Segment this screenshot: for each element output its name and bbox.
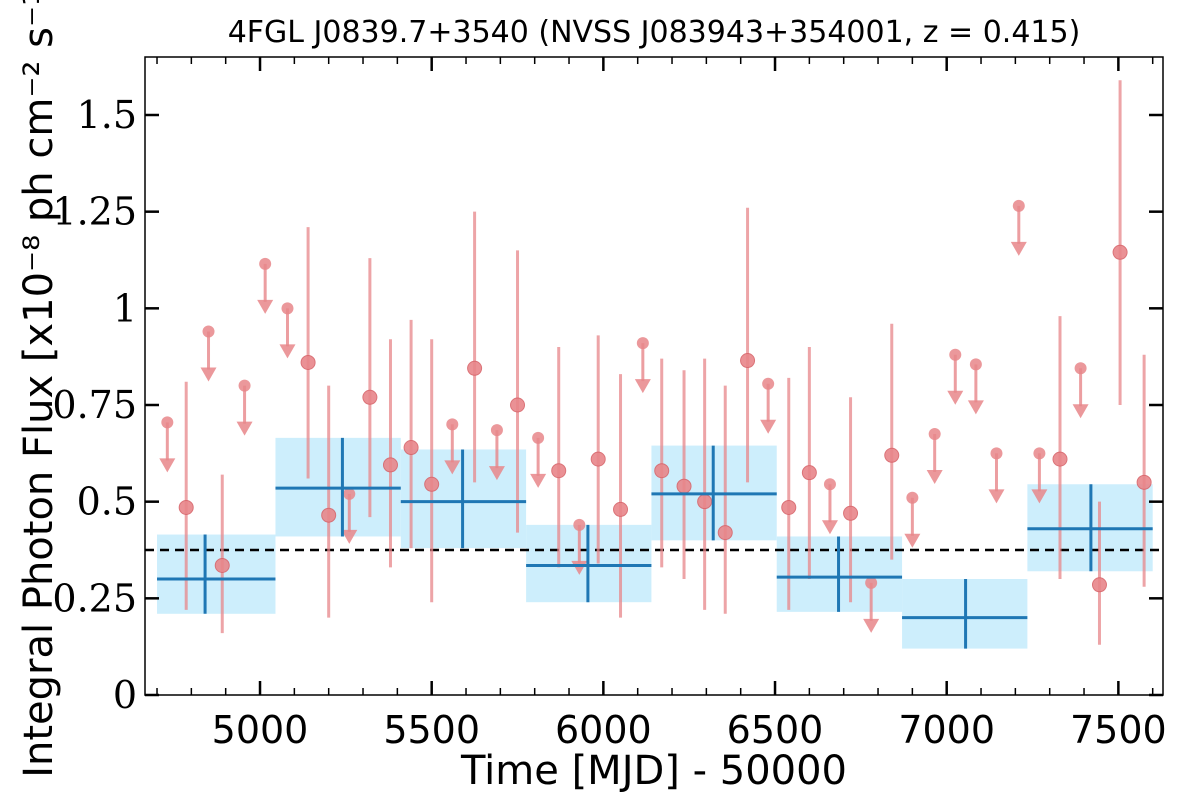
upper-limit-marker <box>161 416 174 429</box>
short-bin-point <box>321 507 337 523</box>
short-bin-point <box>801 465 817 481</box>
axis-ticks: 5000 5500 6000 6500 7000 7500 0 0.25 0.5 0.75 1 1.2… <box>52 57 1167 752</box>
upper-limit-marker <box>281 302 294 315</box>
upper-limit-arrow <box>904 533 921 548</box>
short-bin-point <box>1091 577 1107 593</box>
short-bin-point <box>717 525 733 541</box>
short-bin-point <box>214 557 230 573</box>
upper-limit-marker <box>532 431 545 444</box>
upper-limit-arrow <box>988 489 1005 504</box>
short-bin-series <box>178 80 1152 645</box>
upper-limit-arrow <box>1072 404 1089 419</box>
short-bin-point <box>740 353 756 369</box>
short-bin-point <box>300 354 316 370</box>
short-bin-point <box>843 505 859 521</box>
long-bin-series <box>157 437 1153 649</box>
upper-limit-marker <box>969 358 982 371</box>
upper-limit-arrow <box>488 466 505 481</box>
short-bin-point <box>551 463 567 479</box>
y-tick-label: 1.25 <box>52 190 137 234</box>
short-bin-point <box>178 499 194 515</box>
short-bin-point <box>884 447 900 463</box>
y-tick-label: 0.25 <box>52 576 137 620</box>
short-bin-point <box>613 501 629 517</box>
upper-limit-marker <box>949 348 962 361</box>
short-bin-point <box>1136 474 1152 490</box>
upper-limit-arrow <box>947 390 964 405</box>
y-tick-label: 1.5 <box>77 93 137 137</box>
upper-limit-series <box>159 199 1089 633</box>
upper-limit-arrow <box>236 421 253 436</box>
upper-limit-marker <box>865 576 878 589</box>
upper-limit-arrow <box>341 529 358 544</box>
upper-limit-marker <box>1012 199 1025 212</box>
short-bin-point <box>510 397 526 413</box>
upper-limit-marker <box>446 418 459 431</box>
long-bin-band <box>157 534 276 614</box>
upper-limit-marker <box>1033 447 1046 460</box>
upper-limit-marker <box>238 379 251 392</box>
upper-limit-marker <box>343 487 356 500</box>
x-tick-label: 6500 <box>727 708 824 752</box>
upper-limit-marker <box>823 478 836 491</box>
x-tick-label: 7500 <box>1070 708 1167 752</box>
x-tick-label: 5500 <box>383 708 480 752</box>
upper-limit-marker <box>573 518 586 531</box>
y-axis-title: Integral Photon Flux [x10⁻⁸ ph cm⁻² s⁻¹] <box>16 0 62 778</box>
upper-limit-marker <box>928 428 941 440</box>
short-bin-point <box>781 499 797 515</box>
short-bin-point <box>467 360 483 376</box>
short-bin-point <box>697 494 713 510</box>
short-bin-point <box>1052 451 1068 467</box>
upper-limit-arrow <box>926 470 943 484</box>
upper-limit-marker <box>762 377 775 390</box>
y-tick-label: 1 <box>113 286 137 330</box>
short-bin-point <box>362 389 378 405</box>
x-tick-label: 6000 <box>555 708 652 752</box>
upper-limit-marker <box>490 424 503 437</box>
short-bin-point <box>676 478 692 494</box>
short-bin-point <box>1112 244 1128 260</box>
upper-limit-arrow <box>634 379 651 394</box>
y-tick-label: 0.5 <box>77 480 137 524</box>
upper-limit-arrow <box>444 460 461 475</box>
x-tick-label: 7000 <box>898 708 995 752</box>
upper-limit-marker <box>202 325 215 338</box>
upper-limit-arrow <box>159 458 176 473</box>
upper-limit-marker <box>906 491 919 504</box>
upper-limit-arrow <box>530 473 547 488</box>
short-bin-point <box>424 476 440 492</box>
upper-limit-arrow <box>821 520 838 535</box>
x-tick-label: 5000 <box>212 708 309 752</box>
x-axis-title: Time [MJD] - 50000 <box>460 748 847 794</box>
upper-limit-arrow <box>967 400 984 415</box>
short-bin-point <box>403 440 419 456</box>
upper-limit-marker <box>1074 362 1087 375</box>
plot-frame <box>144 56 1164 696</box>
upper-limit-arrow <box>257 299 274 314</box>
upper-limit-arrow <box>279 344 296 359</box>
y-tick-label: 0.75 <box>52 383 137 427</box>
upper-limit-arrow <box>760 419 777 434</box>
upper-limit-marker <box>259 257 272 270</box>
upper-limit-arrow <box>1031 489 1048 504</box>
y-tick-label: 0 <box>113 673 137 717</box>
upper-limit-marker <box>636 337 649 350</box>
short-bin-point <box>590 451 606 467</box>
upper-limit-arrow <box>1010 241 1027 256</box>
upper-limit-arrow <box>863 618 880 633</box>
upper-limit-arrow <box>200 367 217 382</box>
short-bin-point <box>382 457 398 473</box>
chart-title: 4FGL J0839.7+3540 (NVSS J083943+354001, … <box>228 15 1081 50</box>
short-bin-point <box>654 463 670 479</box>
upper-limit-marker <box>990 447 1003 460</box>
